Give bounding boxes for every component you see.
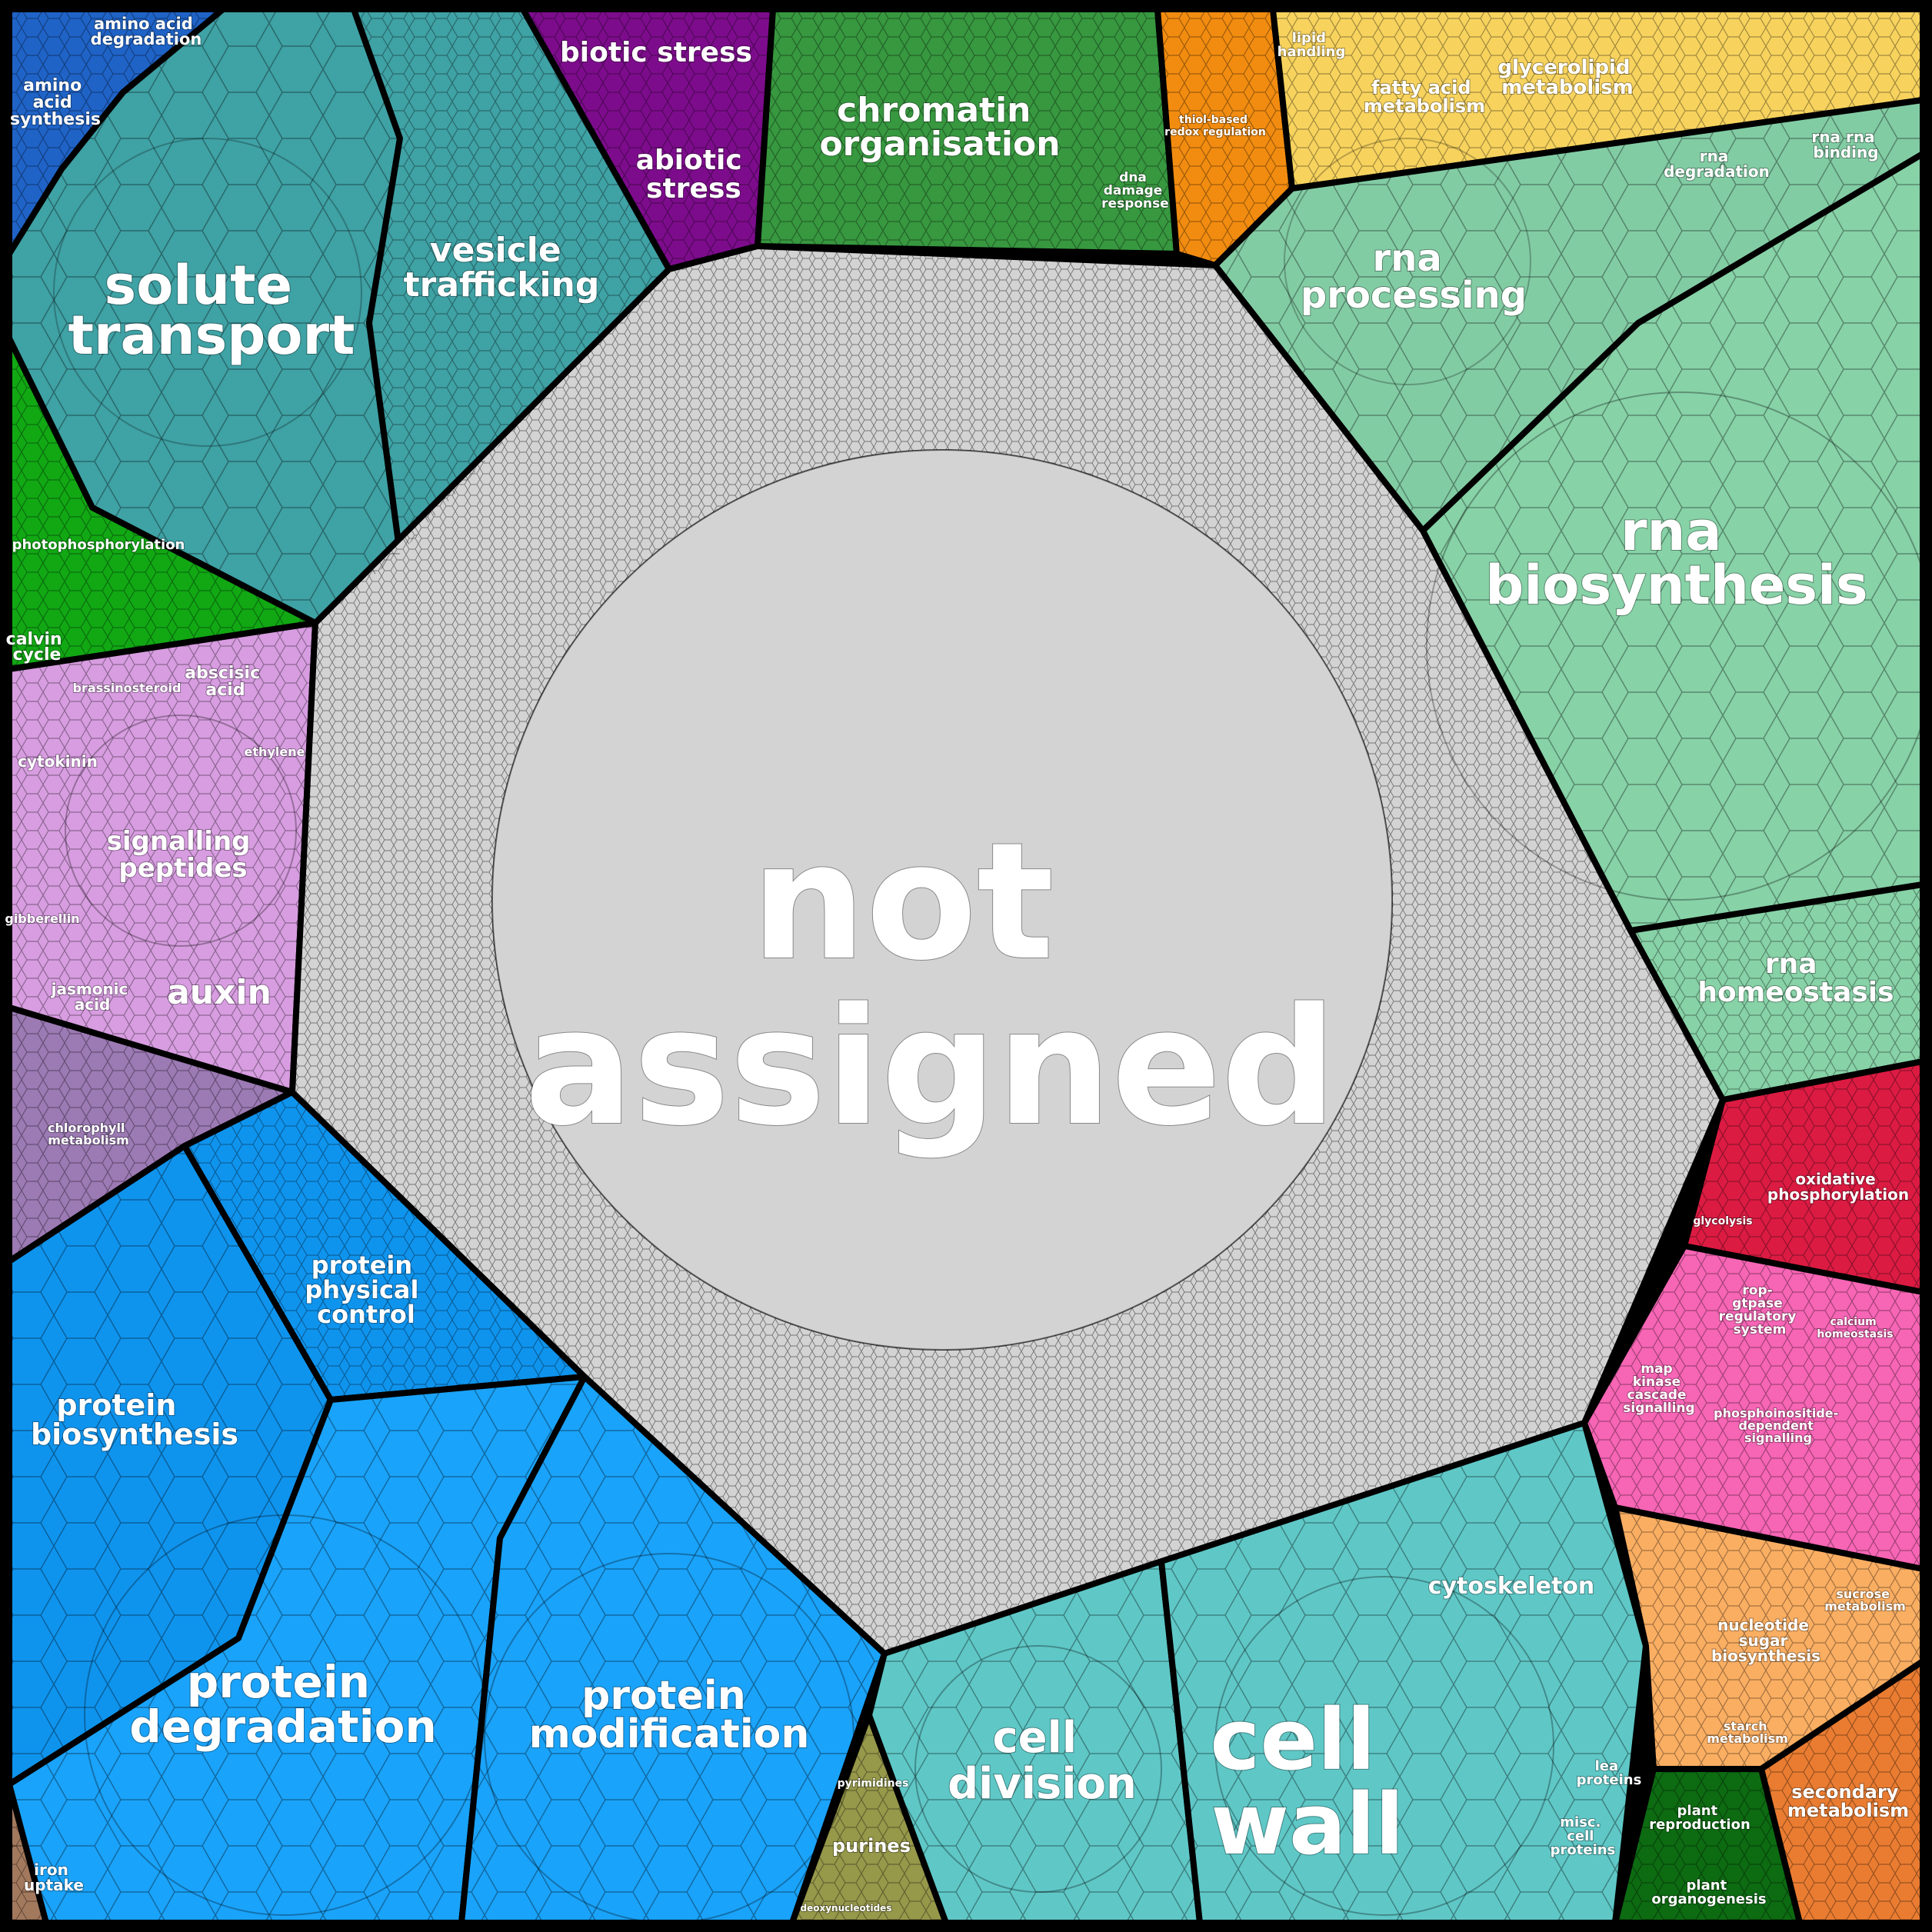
label-fatty-acid-metabolism: fatty acid metabolism: [1364, 77, 1485, 117]
label-lea-proteins: lea proteins: [1577, 1758, 1642, 1788]
label-misc-cell-proteins: misc. cell proteins: [1551, 1814, 1616, 1858]
label-photophosphorylation: photophosphorylation: [12, 537, 185, 553]
label-gibberellin: gibberellin: [5, 911, 79, 926]
label-abiotic-stress: abiotic stress: [636, 145, 752, 205]
label-rna-processing: rna processing: [1301, 237, 1527, 317]
label-protein-modification: protein modification: [529, 1673, 810, 1757]
label-starch-metabolism: starch metabolism: [1707, 1719, 1788, 1746]
label-phosphoinositide-signalling: phosphoinositide- dependent signalling: [1714, 1406, 1843, 1445]
label-iron-uptake: iron uptake: [24, 1860, 84, 1894]
label-oxidative-phosphorylation: oxidative phosphorylation: [1767, 1170, 1909, 1204]
label-nucleotide-sugar-biosynthesis: nucleotide sugar biosynthesis: [1711, 1616, 1820, 1665]
label-purines: purines: [832, 1835, 911, 1857]
label-rop-gtpase: rop- gtpase regulatory system: [1719, 1283, 1801, 1337]
label-calcium-homeostasis: calcium homeostasis: [1817, 1316, 1893, 1341]
label-amino-acid-synthesis: amino acid synthesis: [10, 76, 101, 129]
label-vesicle-trafficking: vesicle trafficking: [404, 231, 600, 305]
label-ethylene: ethylene: [245, 744, 305, 759]
label-cell-division: cell division: [948, 1713, 1137, 1809]
inner-cell-textures: [53, 138, 1932, 1924]
label-abscisic-acid: abscisic acid: [185, 664, 266, 700]
cell-texture: [9, 9, 1923, 1923]
label-deoxynucleotides: deoxynucleotides: [801, 1903, 892, 1914]
label-biotic-stress: biotic stress: [560, 37, 752, 68]
label-calvin-cycle: calvin cycle: [6, 630, 68, 665]
label-protein-degradation: protein degradation: [129, 1656, 437, 1753]
label-plant-organogenesis: plant organogenesis: [1651, 1877, 1766, 1907]
label-amino-acid-degradation: amino acid degradation: [91, 15, 202, 48]
label-plant-reproduction: plant reproduction: [1649, 1803, 1750, 1833]
label-lipid-handling: lipid handling: [1277, 30, 1346, 60]
label-jasmonic-acid: jasmonic acid: [51, 980, 134, 1014]
label-signalling-peptides: signalling peptides: [107, 826, 260, 884]
label-rna-biosynthesis: rna biosynthesis: [1485, 500, 1867, 617]
label-cytokinin: cytokinin: [18, 752, 98, 771]
label-sucrose-metabolism: sucrose metabolism: [1824, 1587, 1906, 1614]
label-glycolysis: glycolysis: [1693, 1215, 1752, 1227]
label-rna-homeostasis: rna homeostasis: [1697, 948, 1894, 1008]
label-thiol-based-redox: thiol-based redox regulation: [1164, 114, 1266, 138]
label-cell-wall: cell wall: [1210, 1690, 1405, 1874]
label-rna-degradation: rna degradation: [1664, 147, 1770, 181]
label-map-kinase-cascade: map kinase cascade signalling: [1623, 1361, 1694, 1416]
label-protein-biosynthesis: protein biosynthesis: [31, 1388, 238, 1451]
label-cytoskeleton: cytoskeleton: [1428, 1573, 1595, 1600]
label-secondary-metabolism: secondary metabolism: [1787, 1781, 1909, 1821]
label-protein-physical-control: protein physical control: [305, 1251, 427, 1329]
label-not-assigned: not assigned: [525, 808, 1337, 1161]
label-dna-damage-response: dna damage response: [1101, 170, 1169, 212]
label-brassinosteroid: brassinosteroid: [73, 681, 182, 695]
label-chromatin-organisation: chromatin organisation: [819, 91, 1060, 164]
label-rna-rna-binding: rna rna binding: [1811, 128, 1880, 162]
label-chlorophyll-metabolism: chlorophyll metabolism: [48, 1121, 129, 1148]
label-solute-transport: solute transport: [68, 254, 355, 367]
label-glycerolipid-metabolism: glycerolipid metabolism: [1497, 56, 1637, 99]
label-auxin: auxin: [167, 973, 271, 1012]
label-pyrimidines: pyrimidines: [838, 1777, 909, 1790]
